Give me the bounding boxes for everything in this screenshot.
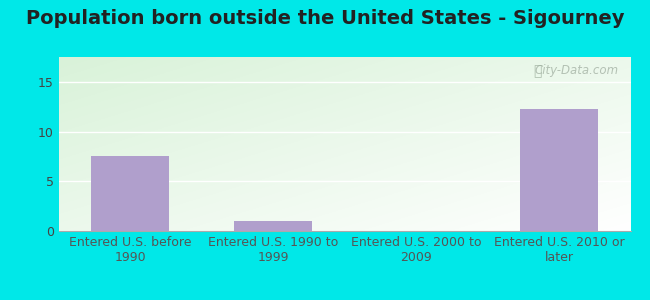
Bar: [519, 109, 599, 231]
Bar: [234, 221, 312, 231]
Bar: [90, 156, 169, 231]
Text: ⌕: ⌕: [534, 64, 542, 78]
Text: Population born outside the United States - Sigourney: Population born outside the United State…: [26, 9, 624, 28]
Text: City-Data.com: City-Data.com: [535, 64, 619, 77]
